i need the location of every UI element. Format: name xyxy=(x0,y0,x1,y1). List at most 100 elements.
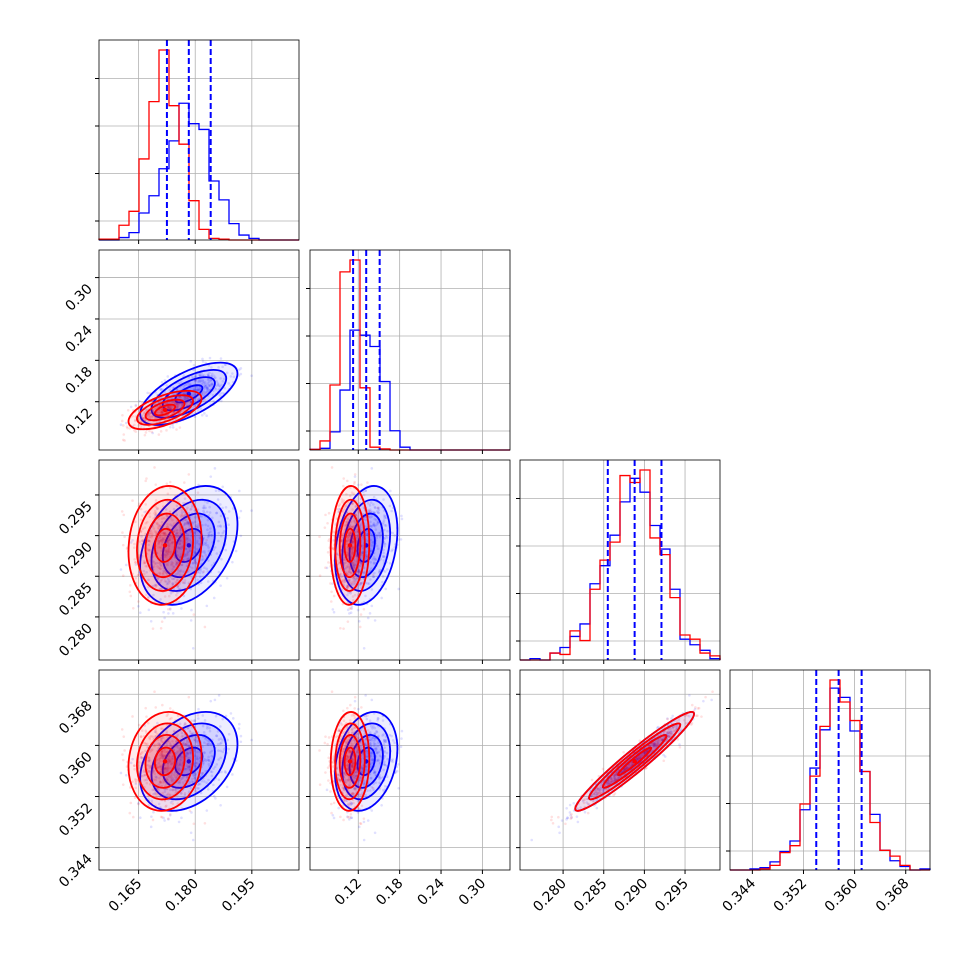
scatter-point xyxy=(125,425,129,428)
scatter-point xyxy=(170,560,174,564)
scatter-point xyxy=(342,627,345,630)
scatter-point xyxy=(213,467,217,470)
scatter-point xyxy=(198,536,202,539)
scatter-point xyxy=(168,510,172,513)
scatter-point xyxy=(219,394,222,398)
scatter-point xyxy=(340,500,344,504)
scatter-point xyxy=(224,771,227,774)
scatter-point xyxy=(175,532,178,536)
scatter-point xyxy=(350,552,354,555)
scatter-point xyxy=(172,779,176,782)
scatter-point xyxy=(121,753,124,756)
scatter-point xyxy=(206,518,210,522)
scatter-point xyxy=(190,400,193,404)
scatter-point xyxy=(217,758,220,761)
scatter-point xyxy=(147,543,151,547)
scatter-point xyxy=(176,406,179,410)
scatter-point xyxy=(154,483,158,486)
scatter-point xyxy=(160,411,164,414)
scatter-point xyxy=(153,417,157,420)
scatter-point xyxy=(217,738,221,741)
scatter-point xyxy=(172,577,176,581)
scatter-point xyxy=(331,547,335,551)
scatter-point xyxy=(382,554,385,558)
scatter-point xyxy=(370,533,374,537)
scatter-point xyxy=(151,818,155,822)
scatter-point xyxy=(157,524,160,527)
scatter-point xyxy=(180,731,184,735)
scatter-point xyxy=(156,721,159,725)
scatter-point xyxy=(375,544,379,548)
scatter-point xyxy=(397,587,401,591)
scatter-point xyxy=(163,767,166,771)
scatter-point xyxy=(162,532,165,535)
scatter-point xyxy=(340,538,344,542)
scatter-point xyxy=(191,646,195,650)
scatter-point xyxy=(361,551,365,554)
scatter-point xyxy=(179,395,182,399)
scatter-point xyxy=(205,386,209,389)
scatter-point xyxy=(207,762,211,766)
mean-marker xyxy=(162,759,168,764)
scatter-point xyxy=(134,576,138,580)
scatter-point xyxy=(350,607,354,610)
scatter-point xyxy=(366,582,370,585)
scatter-point xyxy=(329,600,333,603)
scatter-point xyxy=(189,751,193,755)
scatter-point xyxy=(385,568,389,571)
scatter-point xyxy=(346,565,350,569)
scatter-point xyxy=(185,776,189,779)
scatter-point xyxy=(147,759,151,763)
scatter-point xyxy=(165,551,169,554)
scatter-point xyxy=(221,380,225,383)
scatter-point xyxy=(373,524,377,528)
scatter-point xyxy=(195,757,199,760)
scatter-point xyxy=(595,806,599,810)
scatter-point xyxy=(194,375,197,379)
scatter-point xyxy=(207,384,211,388)
scatter-point xyxy=(150,535,153,539)
scatter-point xyxy=(143,510,146,514)
scatter-point xyxy=(381,575,385,578)
scatter-point xyxy=(166,523,169,526)
scatter-point xyxy=(144,431,148,434)
scatter-point xyxy=(225,785,229,789)
scatter-point xyxy=(377,531,380,535)
scatter-point xyxy=(176,579,179,582)
scatter-point xyxy=(160,520,164,524)
scatter-point xyxy=(372,575,375,579)
scatter-point xyxy=(318,535,321,539)
scatter-point xyxy=(147,803,151,807)
scatter-point xyxy=(362,571,366,575)
scatter-point xyxy=(164,550,168,554)
scatter-point xyxy=(378,535,382,539)
scatter-point xyxy=(143,433,147,437)
scatter-point xyxy=(208,505,212,509)
scatter-point xyxy=(153,730,157,734)
scatter-point xyxy=(145,570,148,574)
scatter-point xyxy=(180,545,183,549)
scatter-point xyxy=(217,570,221,574)
scatter-point xyxy=(203,719,207,722)
scatter-point xyxy=(180,380,183,384)
scatter-point xyxy=(348,607,352,610)
scatter-point xyxy=(148,415,151,419)
scatter-point xyxy=(215,763,219,766)
scatter-point xyxy=(133,419,137,423)
scatter-point xyxy=(148,548,152,552)
scatter-point xyxy=(121,543,125,547)
scatter-point xyxy=(152,810,155,814)
scatter-point xyxy=(384,524,388,527)
scatter-point xyxy=(224,714,228,718)
scatter-point xyxy=(166,541,170,545)
scatter-point xyxy=(193,393,197,397)
scatter-point xyxy=(353,482,356,485)
scatter-point xyxy=(189,508,192,511)
scatter-point xyxy=(151,414,154,418)
scatter-point xyxy=(167,579,171,583)
scatter-point xyxy=(183,793,187,797)
scatter-point xyxy=(345,585,349,589)
scatter-point xyxy=(178,542,181,546)
scatter-point xyxy=(208,356,212,360)
scatter-point xyxy=(400,514,403,518)
